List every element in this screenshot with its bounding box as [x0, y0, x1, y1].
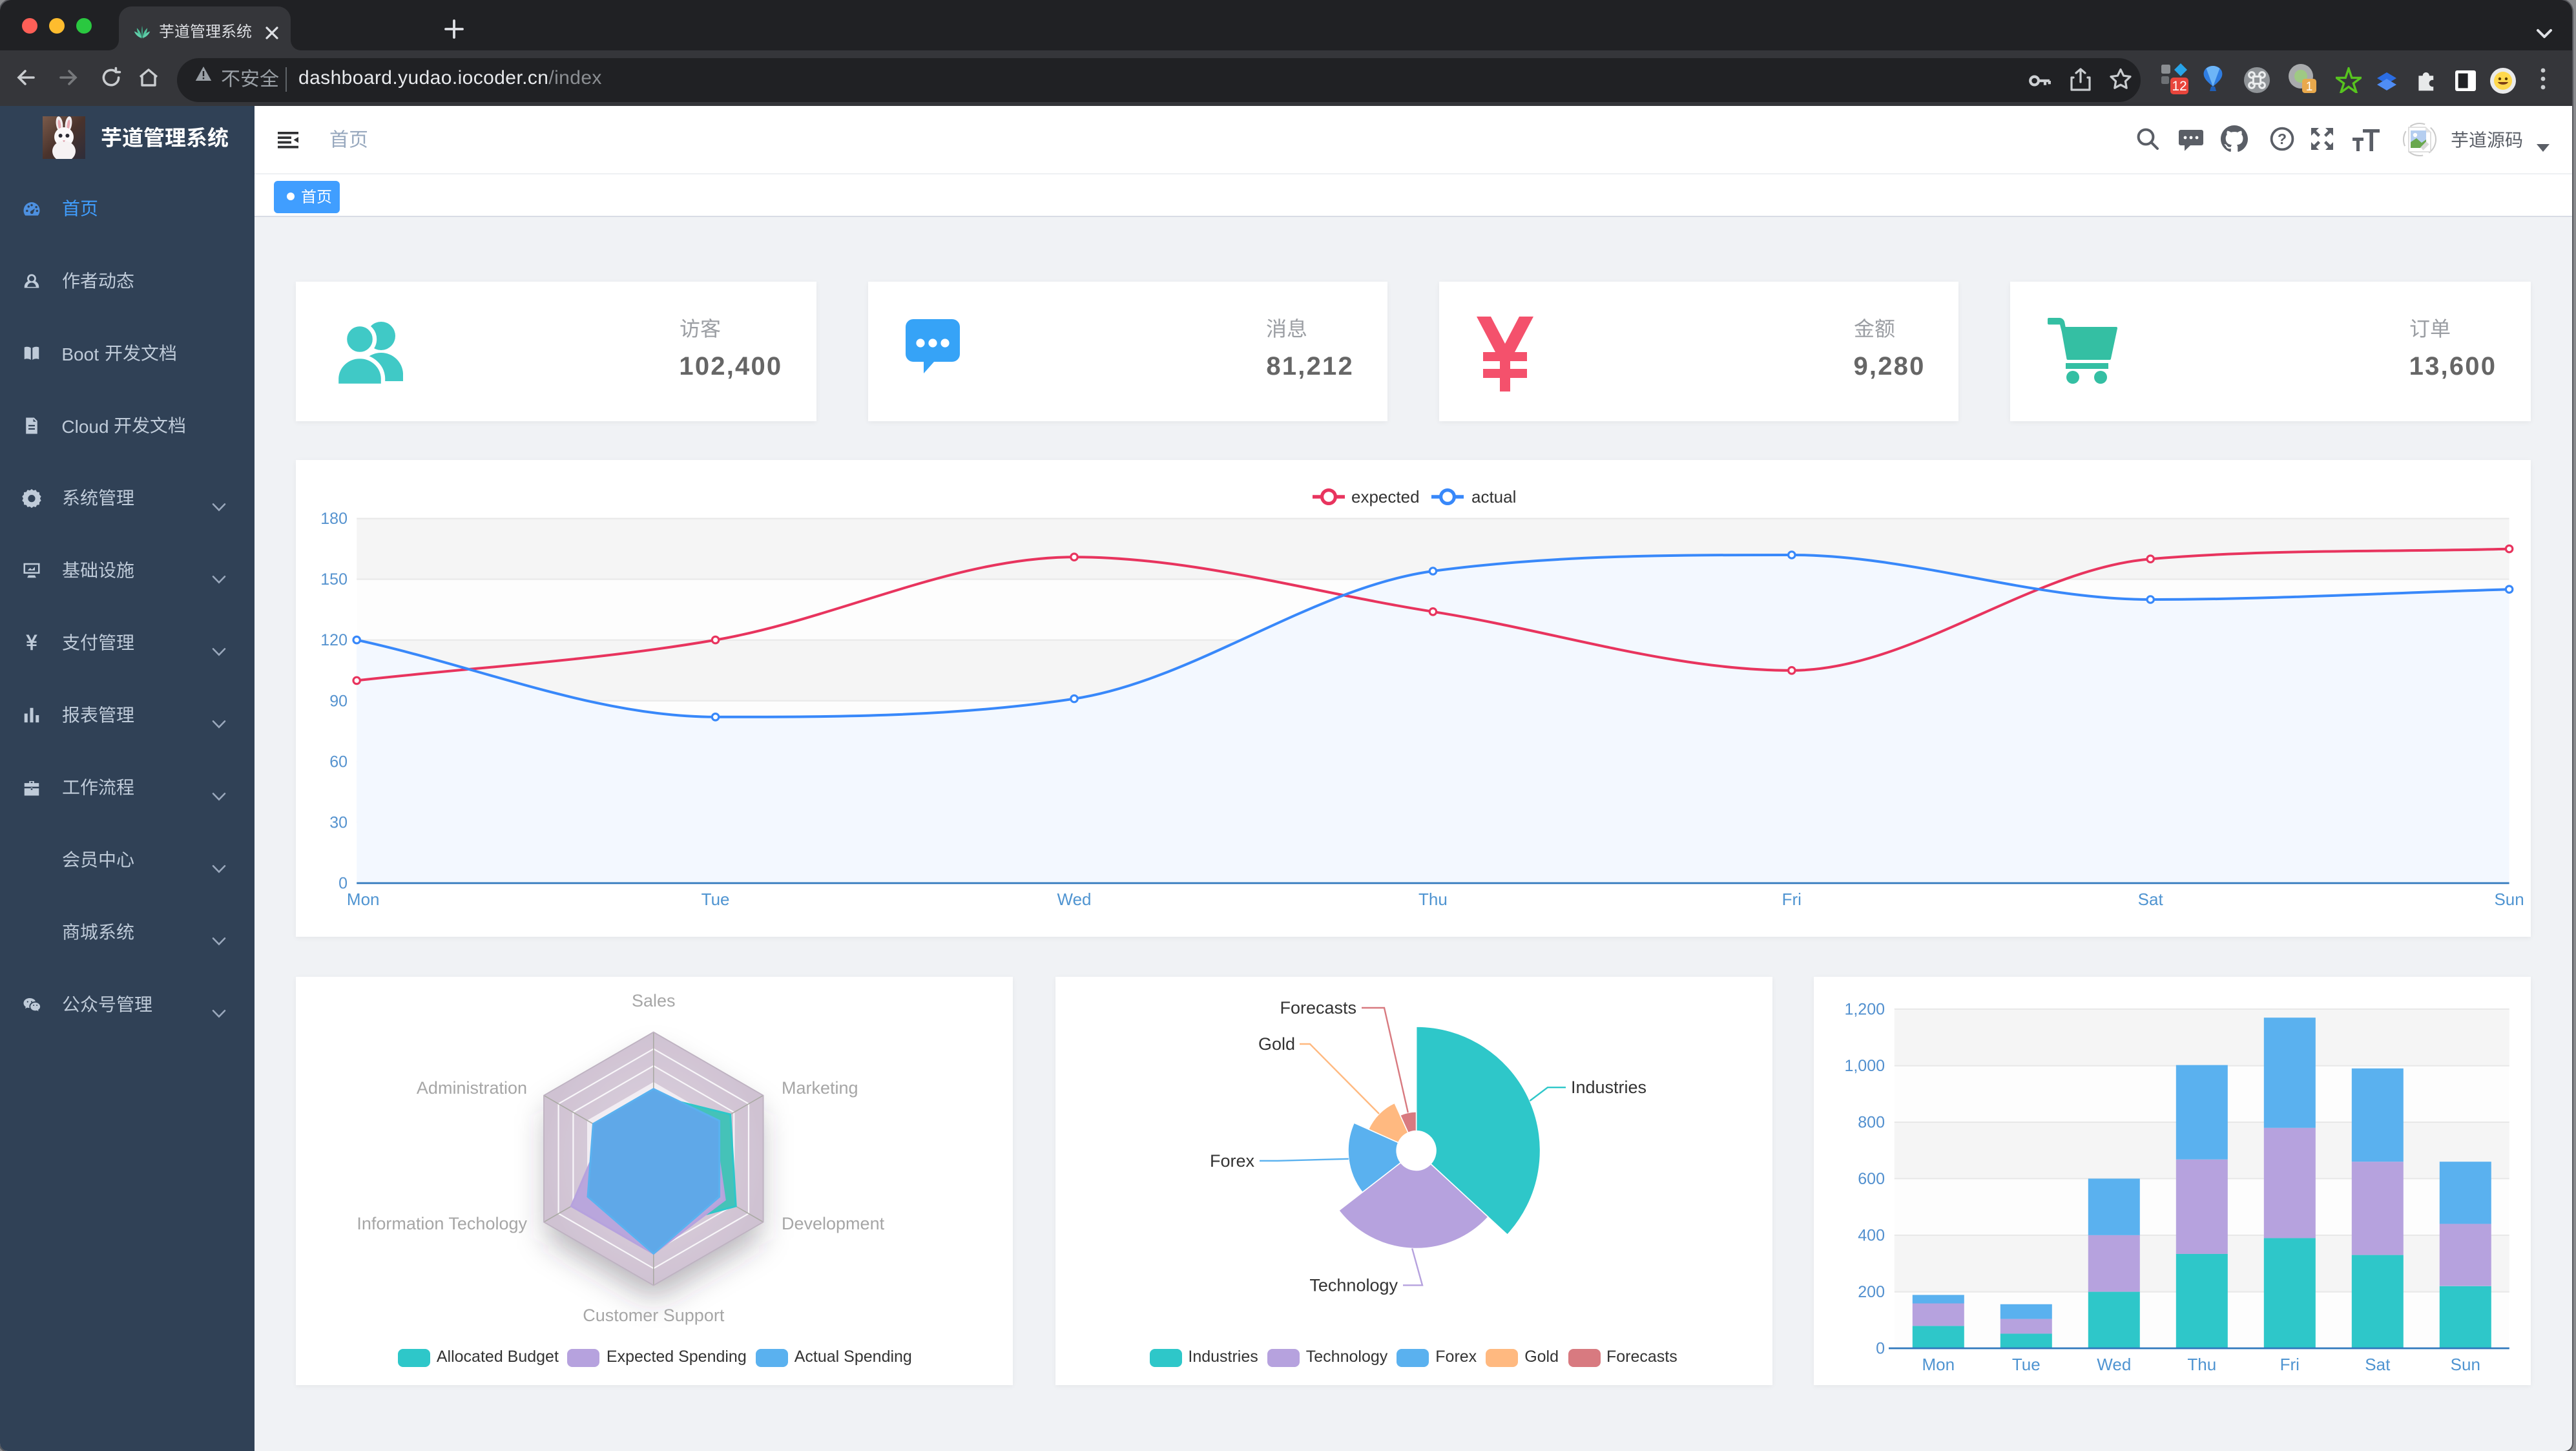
svg-text:Information Techology: Information Techology	[357, 1214, 528, 1233]
svg-text:1,000: 1,000	[1844, 1057, 1885, 1075]
svg-text:90: 90	[330, 691, 348, 709]
svg-text:Sat: Sat	[2364, 1355, 2390, 1374]
svg-text:?: ?	[2277, 130, 2286, 147]
svg-text:12: 12	[2171, 79, 2186, 94]
svg-text:Forex: Forex	[1209, 1151, 1254, 1171]
svg-text:60: 60	[330, 752, 348, 770]
svg-text:expected: expected	[1352, 486, 1420, 506]
svg-text:120: 120	[321, 631, 348, 649]
svg-text:Customer Support: Customer Support	[583, 1306, 725, 1325]
svg-text:Forecasts: Forecasts	[1279, 998, 1356, 1018]
svg-text:150: 150	[321, 570, 348, 588]
svg-text:30: 30	[330, 813, 348, 831]
svg-text:0: 0	[339, 874, 348, 892]
svg-text:Development: Development	[782, 1214, 886, 1233]
svg-text:Mon: Mon	[1922, 1355, 1955, 1374]
svg-text:Fri: Fri	[2280, 1355, 2299, 1374]
svg-text:0: 0	[1875, 1340, 1884, 1358]
svg-text:Mon: Mon	[348, 889, 380, 908]
svg-text:Administration: Administration	[417, 1078, 528, 1098]
svg-text:Sun: Sun	[2450, 1355, 2480, 1374]
svg-text:Thu: Thu	[1419, 889, 1448, 908]
svg-text:Fri: Fri	[1782, 889, 1802, 908]
svg-text:Industries: Industries	[1570, 1078, 1646, 1097]
svg-text:Sun: Sun	[2495, 889, 2524, 908]
svg-text:Thu: Thu	[2187, 1355, 2216, 1374]
svg-text:Marketing: Marketing	[782, 1078, 859, 1098]
svg-text:Sat: Sat	[2138, 889, 2164, 908]
svg-text:Technology: Technology	[1309, 1275, 1397, 1295]
svg-text:Wed: Wed	[1057, 889, 1092, 908]
svg-text:actual: actual	[1472, 486, 1517, 506]
svg-text:Gold: Gold	[1258, 1034, 1294, 1054]
svg-text:1: 1	[2305, 80, 2312, 94]
svg-text:200: 200	[1857, 1283, 1884, 1301]
svg-text:Wed: Wed	[2096, 1355, 2130, 1374]
svg-text:400: 400	[1857, 1227, 1884, 1245]
svg-text:800: 800	[1857, 1114, 1884, 1132]
svg-text:Tue: Tue	[701, 889, 730, 908]
svg-text:600: 600	[1857, 1170, 1884, 1188]
svg-text:Tue: Tue	[2011, 1355, 2040, 1374]
svg-text:Sales: Sales	[632, 991, 676, 1010]
svg-text:1,200: 1,200	[1844, 1001, 1885, 1019]
svg-text:180: 180	[321, 509, 348, 527]
